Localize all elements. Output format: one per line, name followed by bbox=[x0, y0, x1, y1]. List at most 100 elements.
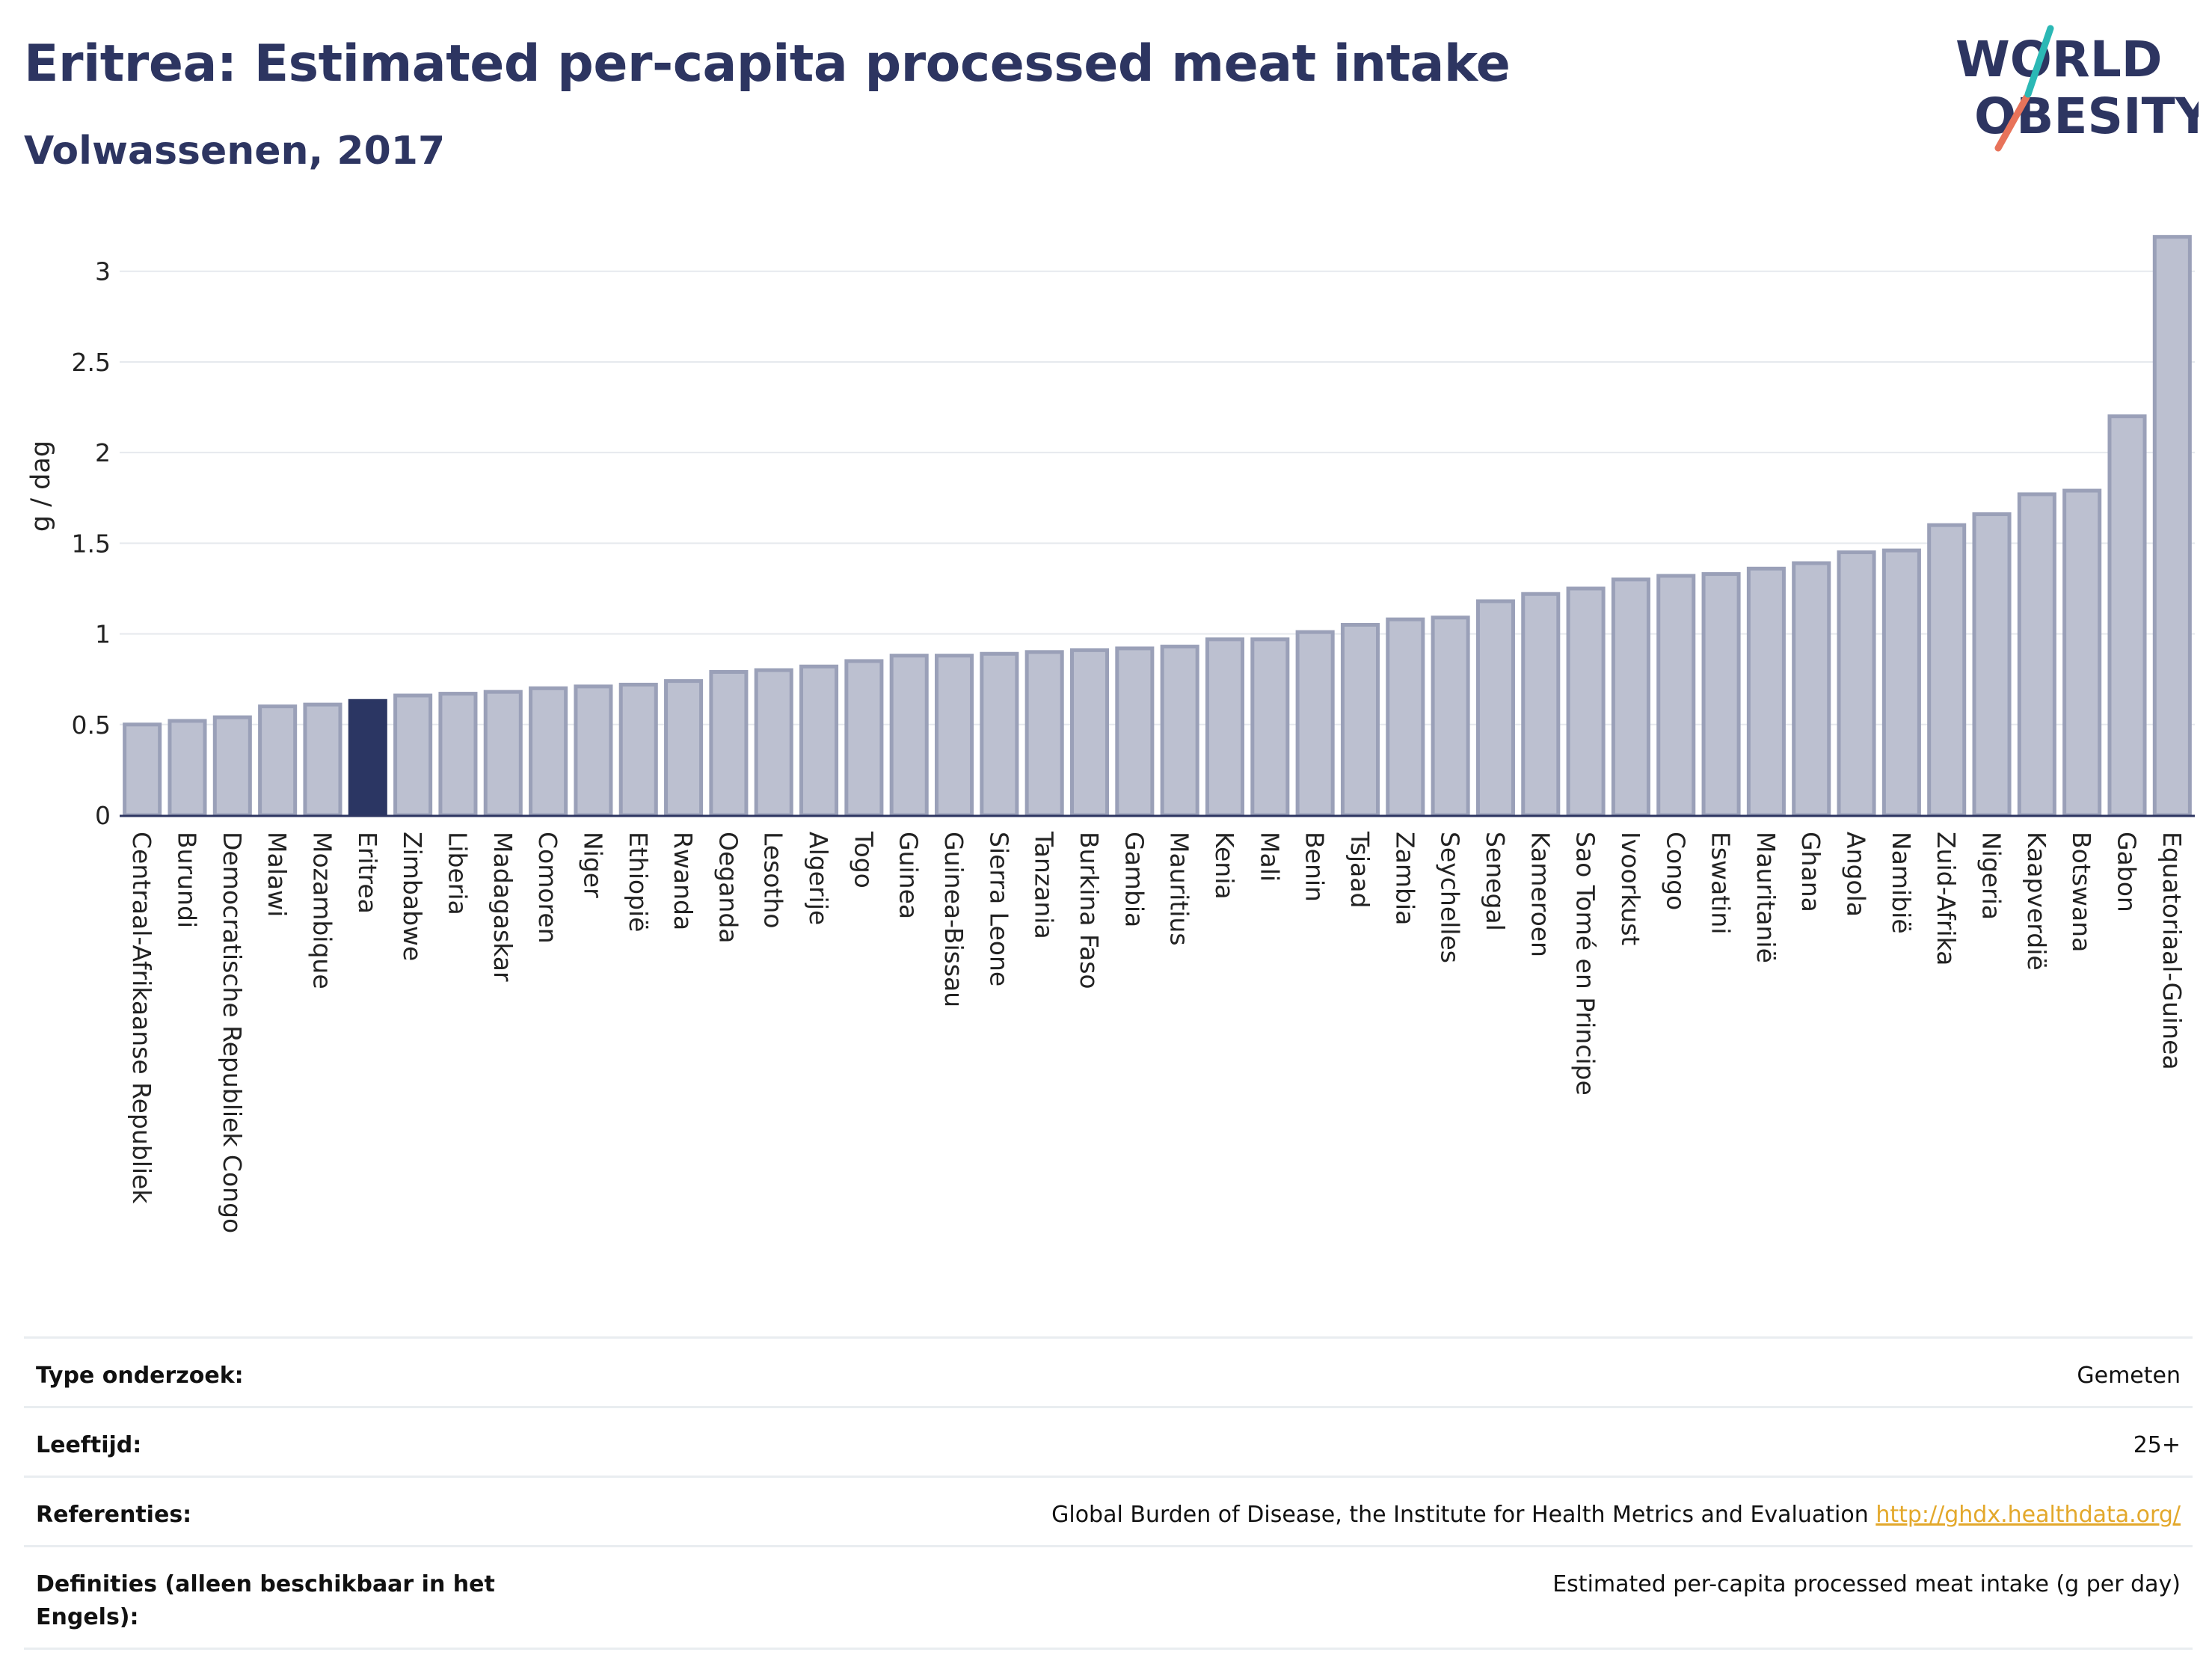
x-tick-label: Lesotho bbox=[759, 832, 788, 929]
y-tick-label: 0 bbox=[95, 801, 111, 830]
bar bbox=[799, 664, 839, 817]
x-tick-label: Madagaskar bbox=[488, 832, 517, 982]
x-tick-label: Gabon bbox=[2113, 832, 2142, 912]
bar bbox=[618, 682, 658, 817]
x-tick-label: Nigeria bbox=[1977, 832, 2006, 920]
bar bbox=[1972, 512, 2012, 817]
info-table: Type onderzoek: Gemeten Leeftijd: 25+ Re… bbox=[24, 1336, 2193, 1650]
chart-title: Eritrea: Estimated per-capita processed … bbox=[24, 34, 1511, 93]
bar bbox=[709, 669, 749, 817]
x-tick-label: Kenia bbox=[1210, 832, 1239, 900]
x-tick-label: Oeganda bbox=[713, 832, 743, 944]
info-value-definitions: Estimated per-capita processed meat inta… bbox=[526, 1545, 2193, 1650]
bar bbox=[303, 702, 342, 817]
bar bbox=[1521, 592, 1561, 817]
bar bbox=[1250, 637, 1290, 817]
y-tick-label: 1.5 bbox=[72, 529, 111, 558]
bar bbox=[258, 704, 298, 817]
info-value-references: Global Burden of Disease, the Institute … bbox=[526, 1476, 2193, 1547]
bar bbox=[1656, 574, 1696, 817]
x-tick-label: Zuid-Afrika bbox=[1932, 832, 1961, 965]
x-tick-label: Namibië bbox=[1887, 832, 1916, 934]
bar bbox=[529, 686, 568, 817]
bar bbox=[935, 654, 974, 817]
x-tick-label: Eswatini bbox=[1706, 832, 1736, 934]
x-tick-label: Ethiopië bbox=[624, 832, 653, 932]
y-axis-ticks: 0 0.5 1 1.5 2 2.5 3 bbox=[72, 257, 111, 830]
bar bbox=[844, 659, 884, 817]
bar bbox=[1069, 648, 1110, 817]
bar bbox=[2062, 488, 2102, 817]
x-tick-label: Equatoriaal-Guinea bbox=[2157, 832, 2187, 1070]
x-tick-label: Sierra Leone bbox=[984, 832, 1013, 986]
bar bbox=[1024, 650, 1064, 817]
x-tick-label: Centraal-Afrikaanse Republiek bbox=[127, 832, 156, 1204]
bar bbox=[664, 679, 704, 817]
info-row-survey-type: Type onderzoek: Gemeten bbox=[24, 1336, 2193, 1407]
info-row-definitions: Definities (alleen beschikbaar in het En… bbox=[24, 1545, 2193, 1650]
bar bbox=[1160, 645, 1199, 817]
bar bbox=[168, 719, 207, 817]
x-tick-label: Zimbabwe bbox=[398, 832, 427, 961]
x-tick-label: Togo bbox=[849, 831, 878, 888]
bar bbox=[1881, 548, 1921, 817]
x-tick-label: Tsjaad bbox=[1345, 831, 1374, 908]
bar bbox=[754, 668, 793, 817]
info-label-survey-type: Type onderzoek: bbox=[24, 1336, 526, 1407]
y-tick-label: 2.5 bbox=[72, 348, 111, 377]
bar bbox=[212, 715, 252, 817]
bar bbox=[1295, 630, 1335, 817]
x-tick-label: Tanzania bbox=[1030, 831, 1059, 939]
x-tick-label: Seychelles bbox=[1436, 832, 1465, 963]
y-tick-label: 3 bbox=[95, 257, 111, 286]
x-tick-label: Mauritanië bbox=[1751, 832, 1781, 963]
x-tick-label: Rwanda bbox=[669, 832, 698, 930]
x-tick-label: Comoren bbox=[533, 832, 562, 944]
bar bbox=[2017, 492, 2056, 817]
bar-chart: 0 0.5 1 1.5 2 2.5 3 Centraal-Afrikaanse Republ… bbox=[26, 235, 2195, 1233]
reference-link[interactable]: http://ghdx.healthdata.org/ bbox=[1875, 1502, 2181, 1528]
y-tick-label: 0.5 bbox=[72, 710, 111, 740]
bar bbox=[1475, 599, 1515, 817]
bar-highlight bbox=[348, 698, 387, 817]
x-tick-label: Senegal bbox=[1481, 832, 1510, 931]
x-tick-label: Algerije bbox=[804, 832, 833, 925]
x-tick-label: Burundi bbox=[172, 832, 201, 928]
bar bbox=[574, 684, 613, 817]
info-label-references: Referenties: bbox=[24, 1476, 526, 1547]
x-tick-label: Kameroen bbox=[1526, 832, 1555, 957]
x-tick-label: Mozambique bbox=[307, 832, 337, 989]
x-tick-label: Sao Tomé en Principe bbox=[1571, 832, 1600, 1096]
bar bbox=[123, 722, 162, 817]
reference-text: Global Burden of Disease, the Institute … bbox=[1051, 1502, 1869, 1528]
bar bbox=[1566, 586, 1606, 817]
bar bbox=[1837, 550, 1876, 817]
logo-text-world: WORLD bbox=[1956, 31, 2163, 88]
x-tick-label: Mali bbox=[1255, 832, 1284, 882]
bar bbox=[483, 690, 523, 817]
info-value-age: 25+ bbox=[526, 1406, 2193, 1477]
x-tick-label: Niger bbox=[578, 832, 607, 898]
bar bbox=[1927, 523, 1967, 817]
x-tick-label: Eritrea bbox=[353, 832, 382, 914]
bar bbox=[1701, 572, 1741, 817]
bar bbox=[1431, 615, 1470, 817]
x-tick-label: Kaapverdië bbox=[2022, 832, 2051, 971]
bar bbox=[1115, 646, 1155, 817]
x-axis-labels: Centraal-Afrikaanse Republiek Burundi Demo… bbox=[127, 831, 2187, 1233]
y-axis-title: g / dag bbox=[26, 440, 56, 532]
info-label-definitions: Definities (alleen beschikbaar in het En… bbox=[24, 1545, 526, 1650]
x-tick-label: Ivoorkust bbox=[1616, 832, 1645, 945]
bar bbox=[1205, 637, 1245, 817]
y-tick-label: 2 bbox=[95, 438, 111, 467]
logo-slash-teal bbox=[2024, 25, 2054, 98]
bar bbox=[393, 693, 433, 817]
bar bbox=[1386, 617, 1425, 817]
bar bbox=[1746, 566, 1786, 817]
chart-subtitle: Volwassenen, 2017 bbox=[24, 129, 446, 174]
world-obesity-logo: WORLD OBESITY bbox=[1956, 25, 2199, 152]
x-tick-label: Guinea-Bissau bbox=[939, 832, 968, 1007]
info-row-references: Referenties: Global Burden of Disease, t… bbox=[24, 1476, 2193, 1547]
x-tick-label: Ghana bbox=[1796, 832, 1825, 912]
x-tick-label: Burkina Faso bbox=[1075, 832, 1104, 989]
